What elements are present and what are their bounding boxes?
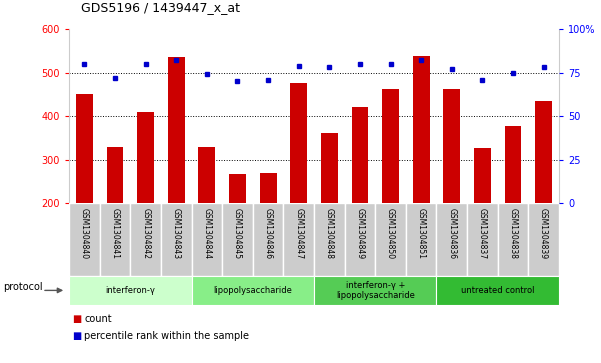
Text: GSM1304836: GSM1304836 [447, 208, 456, 259]
Bar [69, 276, 192, 305]
Bar [382, 89, 399, 203]
Bar [130, 203, 161, 276]
Bar [260, 173, 276, 203]
Bar [436, 276, 559, 305]
Bar [375, 203, 406, 276]
Bar [137, 112, 154, 203]
Bar [498, 203, 528, 276]
Bar [161, 203, 192, 276]
Text: interferon-γ: interferon-γ [105, 286, 155, 295]
Text: GSM1304841: GSM1304841 [111, 208, 120, 258]
Text: ■: ■ [72, 331, 81, 341]
Bar [222, 203, 253, 276]
Bar [535, 101, 552, 203]
Bar [352, 107, 368, 203]
Bar [168, 57, 185, 203]
Text: GSM1304850: GSM1304850 [386, 208, 395, 259]
Text: GSM1304839: GSM1304839 [539, 208, 548, 259]
Bar [528, 203, 559, 276]
Text: interferon-γ +
lipopolysaccharide: interferon-γ + lipopolysaccharide [336, 281, 415, 300]
Bar [284, 203, 314, 276]
Bar [467, 203, 498, 276]
Bar [106, 147, 123, 203]
Bar [100, 203, 130, 276]
Text: GSM1304842: GSM1304842 [141, 208, 150, 258]
Text: GSM1304848: GSM1304848 [325, 208, 334, 258]
Bar [192, 276, 314, 305]
Bar [413, 57, 430, 203]
Text: percentile rank within the sample: percentile rank within the sample [84, 331, 249, 341]
Bar [290, 83, 307, 203]
Bar [253, 203, 284, 276]
Bar [474, 148, 491, 203]
Text: GSM1304843: GSM1304843 [172, 208, 181, 259]
Bar [436, 203, 467, 276]
Text: count: count [84, 314, 112, 325]
Text: untreated control: untreated control [461, 286, 534, 295]
Bar [314, 276, 436, 305]
Text: GSM1304837: GSM1304837 [478, 208, 487, 259]
Bar [505, 126, 522, 203]
Text: protocol: protocol [3, 282, 43, 292]
Text: GSM1304844: GSM1304844 [203, 208, 212, 259]
Text: GSM1304838: GSM1304838 [508, 208, 517, 258]
Bar [444, 89, 460, 203]
Bar [76, 94, 93, 203]
Bar [314, 203, 344, 276]
Text: lipopolysaccharide: lipopolysaccharide [213, 286, 292, 295]
Text: GSM1304840: GSM1304840 [80, 208, 89, 259]
Bar [198, 147, 215, 203]
Bar [69, 203, 100, 276]
Text: GSM1304851: GSM1304851 [416, 208, 426, 258]
Bar [229, 174, 246, 203]
Text: GSM1304845: GSM1304845 [233, 208, 242, 259]
Text: ■: ■ [72, 314, 81, 325]
Bar [192, 203, 222, 276]
Text: GSM1304849: GSM1304849 [355, 208, 364, 259]
Bar [321, 133, 338, 203]
Text: GSM1304847: GSM1304847 [294, 208, 304, 259]
Bar [406, 203, 436, 276]
Bar [344, 203, 375, 276]
Text: GSM1304846: GSM1304846 [264, 208, 273, 259]
Text: GDS5196 / 1439447_x_at: GDS5196 / 1439447_x_at [81, 1, 240, 15]
